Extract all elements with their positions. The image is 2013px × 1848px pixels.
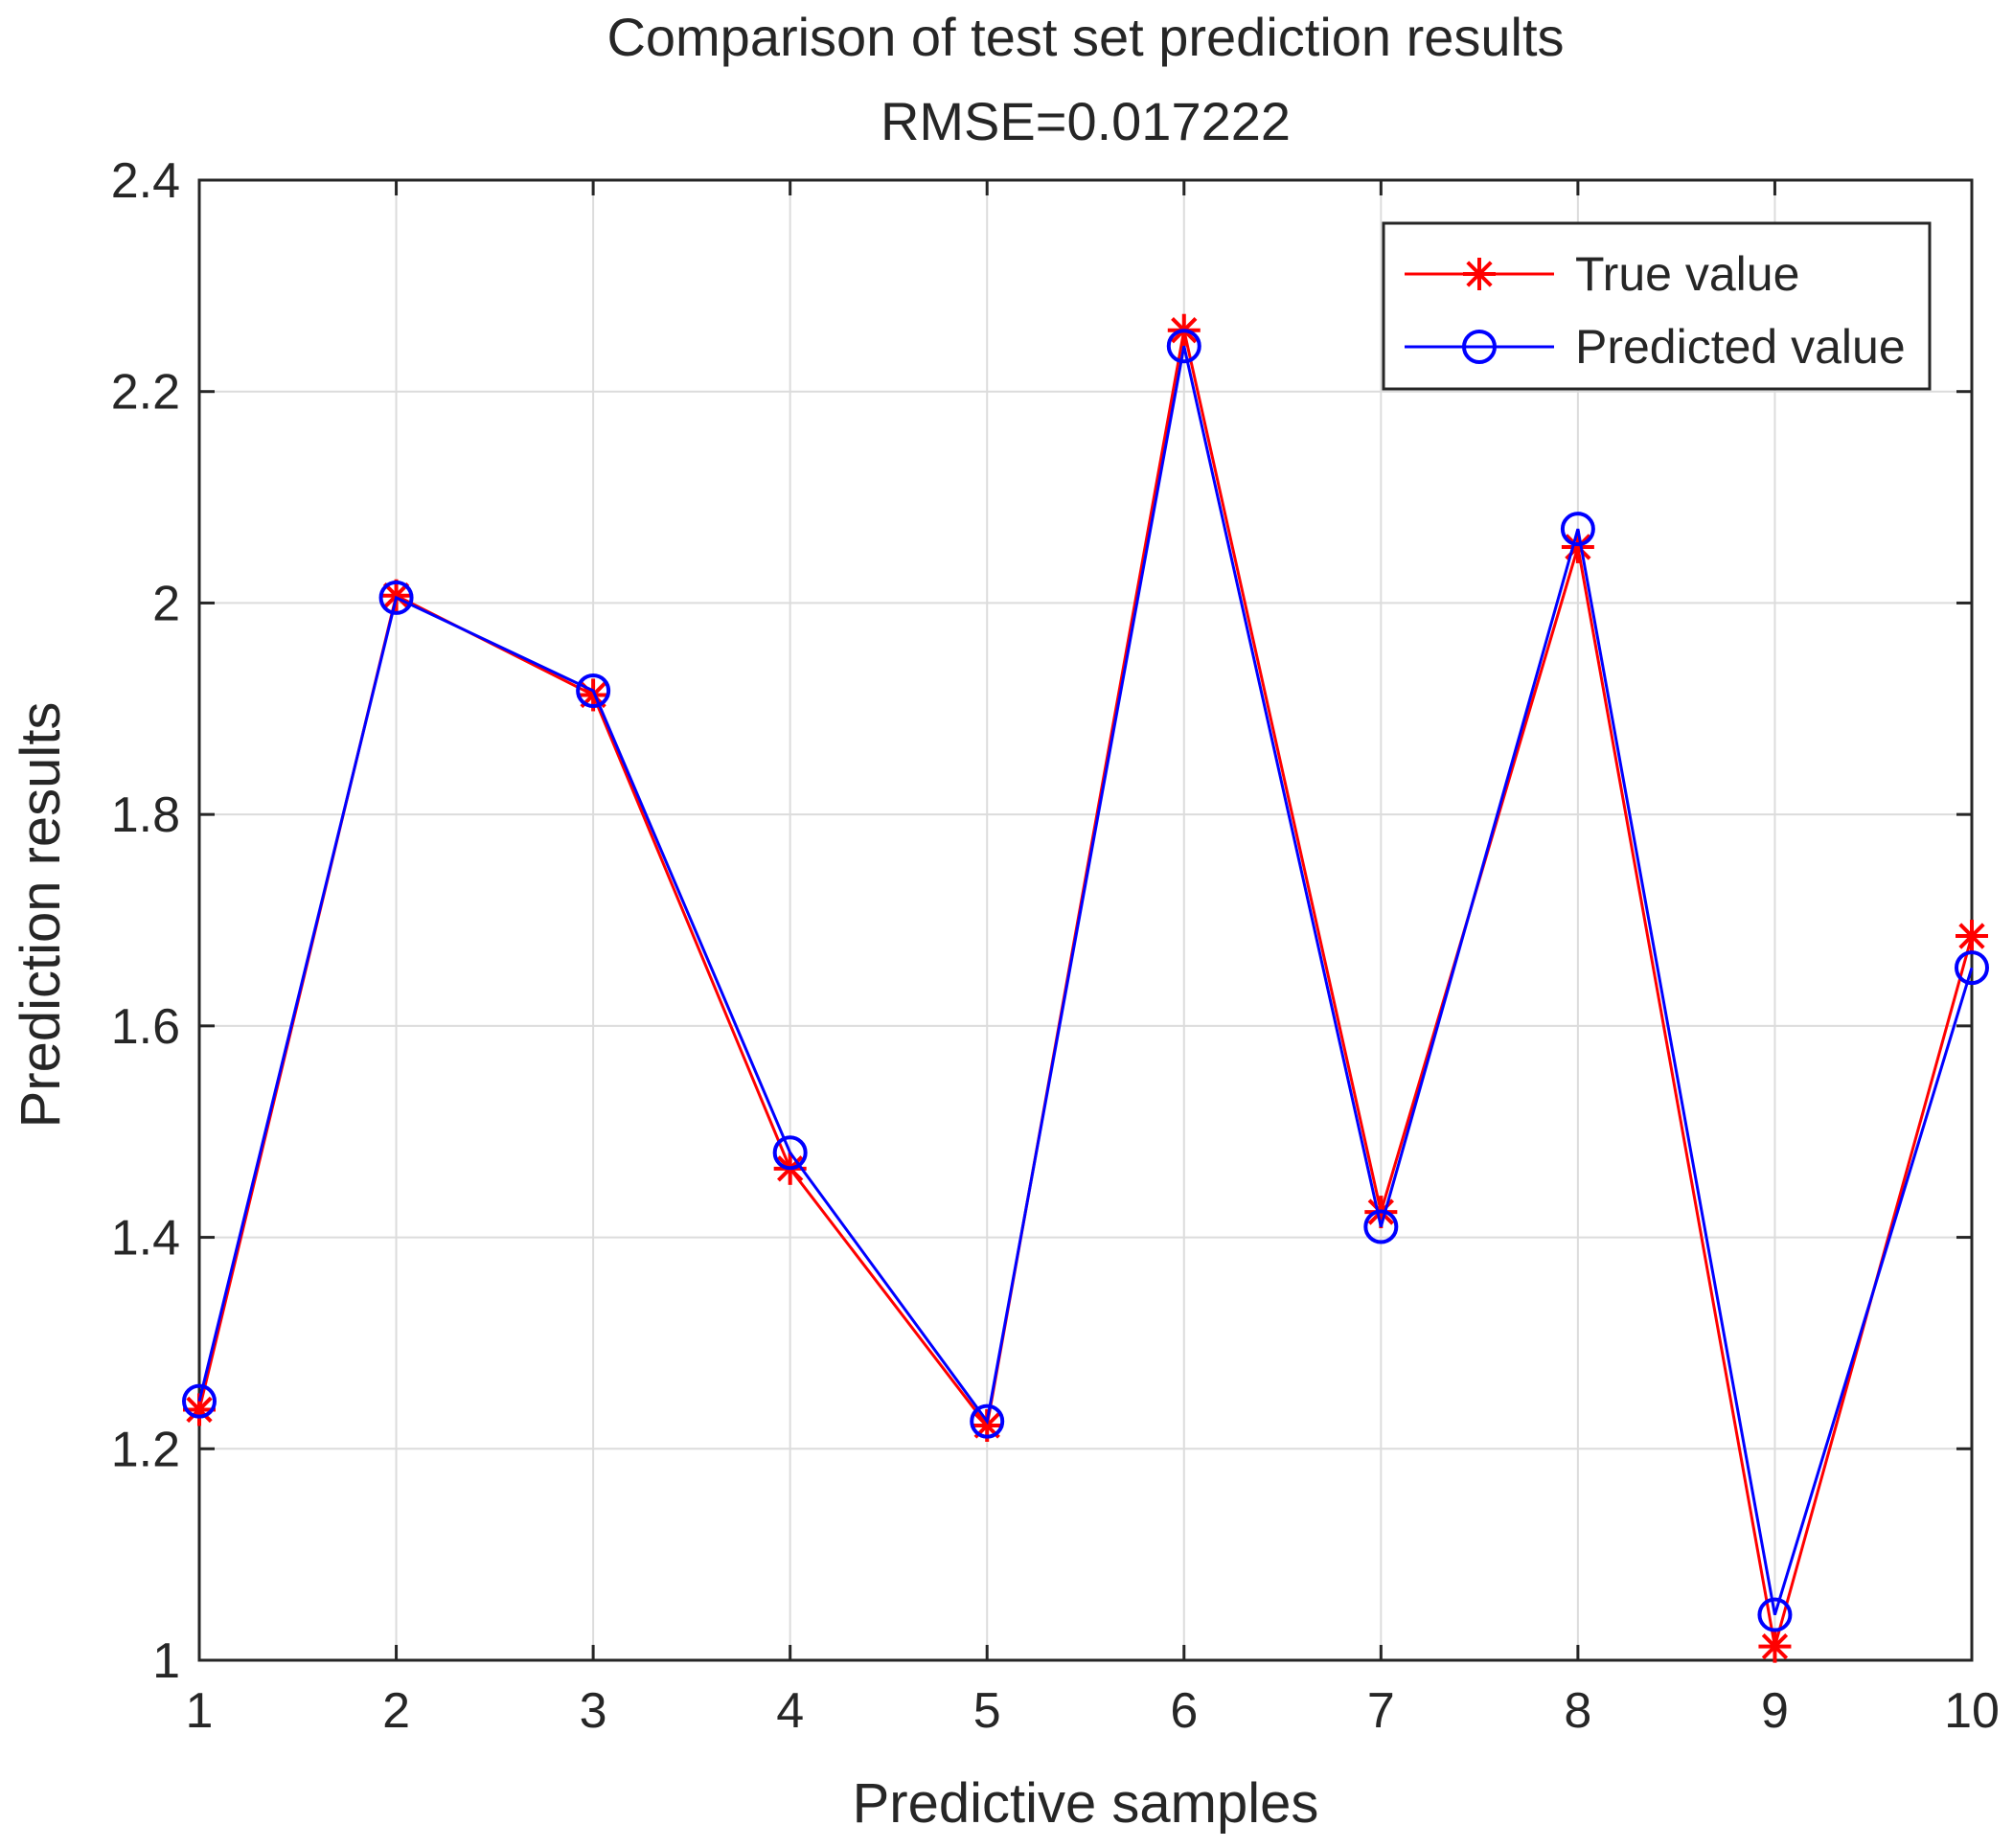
predicted-value-point <box>772 1135 808 1171</box>
grid <box>199 180 1972 1660</box>
predicted-value-point <box>1955 950 1989 986</box>
x-tick-label: 9 <box>1761 1683 1789 1739</box>
predicted-value-point <box>1560 512 1595 547</box>
chart-subtitle: RMSE=0.017222 <box>881 91 1291 151</box>
y-tick-label: 2.2 <box>111 365 180 421</box>
x-tick-label: 7 <box>1367 1683 1395 1739</box>
predicted-value-point <box>182 1383 217 1419</box>
x-axis-label: Predictive samples <box>853 1772 1319 1835</box>
predicted-value-point <box>576 673 611 709</box>
legend-label-true-value: True value <box>1575 247 1799 301</box>
chart-title: Comparison of test set prediction result… <box>606 7 1564 67</box>
x-tick-label: 10 <box>1944 1683 2000 1739</box>
y-tick-label: 2 <box>152 576 180 631</box>
y-tick-label: 1.4 <box>111 1211 180 1266</box>
true-value-point <box>1956 920 1988 953</box>
predicted-value-point <box>1363 1209 1399 1244</box>
x-tick-label: 1 <box>186 1683 214 1739</box>
y-tick-label: 1 <box>152 1633 180 1689</box>
x-tick-label: 6 <box>1170 1683 1198 1739</box>
legend-label-predicted-value: Predicted value <box>1575 320 1906 374</box>
legend: True value Predicted value <box>1382 221 1932 391</box>
plot-series <box>182 313 1989 1663</box>
x-tick-label: 2 <box>382 1683 410 1739</box>
x-tick-label: 3 <box>580 1683 607 1739</box>
y-axis-label: Prediction results <box>10 702 72 1129</box>
y-tick-label: 1.8 <box>111 787 180 843</box>
x-tick-label: 4 <box>776 1683 804 1739</box>
predicted-value-point <box>378 580 414 615</box>
predicted-value-point <box>970 1403 1005 1439</box>
legend-marker-predicted-value <box>1462 330 1497 364</box>
predicted-value-point <box>1166 329 1201 364</box>
y-tick-label: 2.4 <box>111 153 180 209</box>
series-line-predicted-value <box>197 345 1974 1615</box>
predicted-value-point <box>1757 1597 1793 1632</box>
x-tick-label: 5 <box>973 1683 1001 1739</box>
true-value-point <box>379 579 413 612</box>
x-tick-label: 8 <box>1564 1683 1591 1739</box>
y-tick-label: 1.6 <box>111 999 180 1055</box>
true-value-point <box>1758 1630 1792 1663</box>
legend-marker-true-value <box>1463 258 1496 290</box>
y-tick-label: 1.2 <box>111 1422 180 1477</box>
